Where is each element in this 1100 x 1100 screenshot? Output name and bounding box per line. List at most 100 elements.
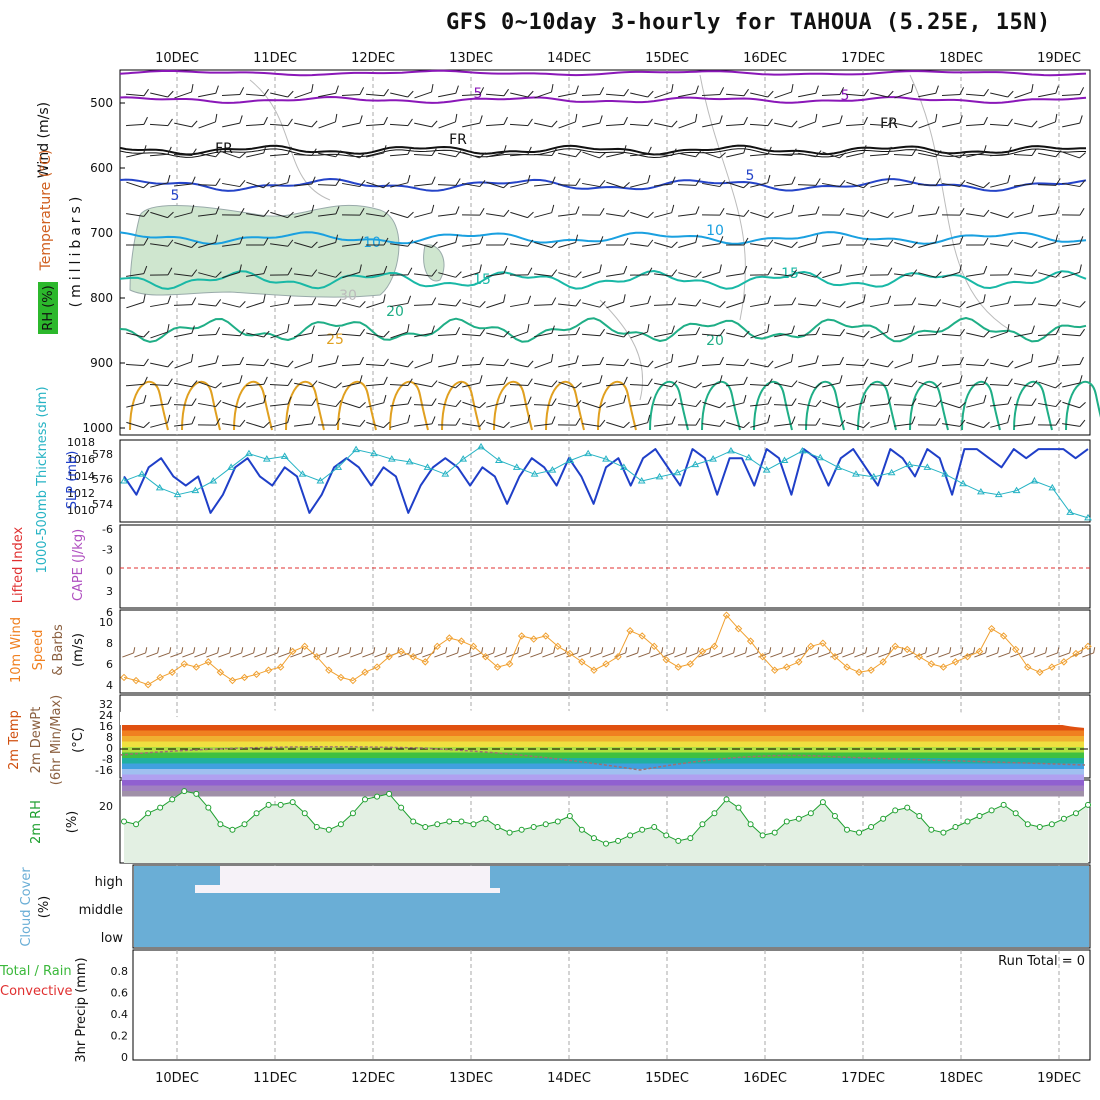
- wind-barb: [725, 358, 749, 367]
- wind10m-barb-feather: [1057, 647, 1060, 654]
- wind-barb-shaft: [558, 381, 576, 389]
- wind-barb: [941, 87, 965, 96]
- wind-barb-shaft: [678, 272, 696, 278]
- wind10m-marker: [927, 660, 936, 668]
- wind-barb: [846, 209, 870, 217]
- stability-panel: [119, 524, 1091, 609]
- wind-barb: [341, 356, 364, 367]
- wind-barb-feather: [767, 324, 770, 333]
- wind-barb: [582, 151, 606, 159]
- wind10m-barb-feather: [1021, 647, 1024, 654]
- wind10m-barbs-label: & Barbs: [51, 624, 66, 676]
- wind-barb-shaft: [605, 123, 625, 127]
- wind-barb-shaft: [654, 332, 672, 338]
- rh2m-marker: [699, 821, 706, 828]
- wind-barb-shaft: [366, 421, 384, 429]
- wind-barb-shaft: [1014, 332, 1032, 338]
- wind-barb-feather: [191, 176, 196, 185]
- wind10m-barb-feather: [553, 647, 556, 654]
- wind-barb-feather: [599, 419, 606, 427]
- rh2m-marker: [1024, 821, 1031, 828]
- wind-barb: [246, 145, 267, 158]
- wind-barb: [173, 398, 197, 406]
- wind-barb-shaft: [125, 383, 145, 387]
- wind-barb-shaft: [654, 423, 672, 427]
- wind-barb-shaft: [461, 333, 481, 337]
- wind-barb: [606, 181, 630, 189]
- wind-barb: [390, 295, 412, 308]
- wind-barb-shaft: [365, 93, 385, 97]
- wind-barb: [846, 145, 867, 158]
- wind-barb: [270, 360, 294, 368]
- wind-barb-feather: [311, 398, 317, 406]
- wind-barb-feather: [263, 358, 269, 366]
- wind-barb-feather: [695, 234, 699, 243]
- wind-barb: [245, 116, 268, 127]
- wind10m-marker: [795, 658, 803, 666]
- wind-barb-shaft: [630, 92, 648, 98]
- wind-barb: [630, 324, 650, 339]
- wind-barb-feather: [167, 239, 174, 247]
- wind-barb-shaft: [150, 422, 168, 428]
- wind-barb: [1038, 400, 1062, 408]
- wind-barb-feather: [167, 267, 173, 276]
- wind-barb-feather: [431, 148, 437, 156]
- temp-band: [122, 780, 1084, 786]
- wind10m-marker: [578, 658, 586, 666]
- wind-barb-feather: [647, 360, 654, 368]
- wind10m-marker: [192, 663, 201, 671]
- wind-barb-feather: [670, 353, 674, 363]
- rh2m-marker: [181, 788, 188, 795]
- wind-barb-shaft: [390, 302, 408, 308]
- isotherm-minus5-upper: [119, 96, 1087, 104]
- wind10m-unit-label: (m/s): [71, 633, 86, 667]
- wind10m-barb: [482, 647, 496, 658]
- wind-barb-feather: [287, 378, 293, 386]
- wind-barb: [1014, 84, 1034, 99]
- wind-barb: [606, 145, 627, 158]
- wind-barb-shaft: [126, 421, 144, 429]
- wind-barb-feather: [911, 325, 915, 334]
- wind-barb: [534, 204, 555, 218]
- wind-barb-shaft: [653, 304, 673, 306]
- rh2m-marker: [374, 793, 381, 800]
- wind-barb: [126, 265, 148, 277]
- wind-barb-shaft: [870, 331, 888, 339]
- wind10m-barb: [938, 647, 952, 658]
- wind-barb-shaft: [702, 243, 720, 247]
- wind-barb: [750, 414, 771, 428]
- temp-tick: 24: [99, 709, 113, 722]
- wind-barb: [317, 178, 341, 186]
- wind10m-marker: [542, 632, 550, 640]
- wind-barb: [438, 206, 460, 217]
- wind-barb-feather: [767, 267, 773, 276]
- wind-barb: [438, 381, 462, 389]
- wind-barb-feather: [863, 394, 867, 403]
- lifted-index-tick: 0: [106, 564, 113, 577]
- wind-barb-shaft: [917, 303, 937, 307]
- chart-title: GFS 0~10day 3-hourly for TAHOUA (5.25E, …: [446, 10, 1051, 35]
- wind-barb-shaft: [942, 122, 960, 128]
- thickness-marker: [477, 442, 485, 450]
- wind10m-marker: [361, 668, 369, 676]
- wind-barb-shaft: [774, 361, 792, 369]
- wind10m-barb: [746, 647, 760, 658]
- wind-barb: [486, 294, 506, 309]
- wind-barb-feather: [191, 325, 195, 334]
- wind-barb: [894, 353, 914, 369]
- thickness-marker: [245, 449, 253, 457]
- wind-barb-shaft: [510, 362, 528, 368]
- date-tick-bottom: 18DEC: [939, 1071, 983, 1086]
- wind-barb-feather: [815, 327, 821, 335]
- rh2m-marker: [470, 821, 477, 828]
- wind10m-marker: [855, 668, 863, 676]
- wind-barb: [462, 151, 486, 159]
- wind-barb-shaft: [1013, 154, 1033, 156]
- cape-axis-label: CAPE (J/kg): [71, 529, 86, 601]
- wind10m-barb-feather: [697, 647, 700, 654]
- isotherm-loop: [649, 380, 689, 431]
- wind-barb: [125, 358, 149, 367]
- wind-barb-feather: [599, 356, 604, 365]
- wind-barb-shaft: [678, 362, 696, 368]
- wind-barb-feather: [959, 419, 966, 427]
